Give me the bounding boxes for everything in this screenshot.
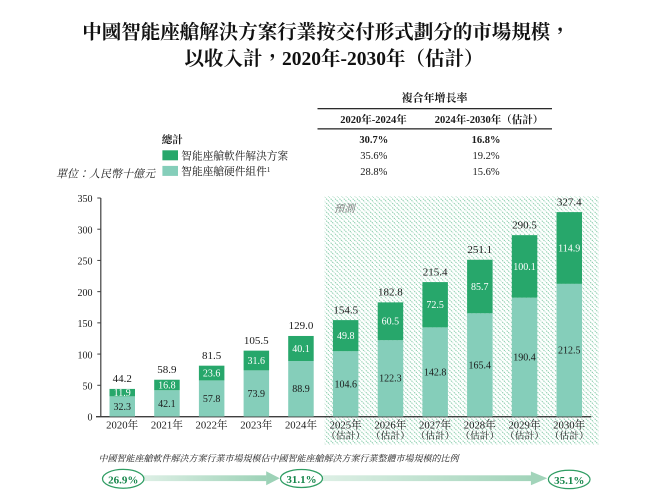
svg-text:212.5: 212.5: [558, 346, 581, 357]
svg-text:智能座艙軟件解決方案: 智能座艙軟件解決方案: [181, 149, 288, 162]
svg-text:40.1: 40.1: [292, 344, 310, 355]
svg-text:中國智能座艙軟件解決方案行業市場規模佔中國智能座艙解決方案行: 中國智能座艙軟件解決方案行業市場規模佔中國智能座艙解決方案行業整體市場規模的比例: [99, 453, 461, 463]
svg-text:（估計）: （估計）: [371, 429, 410, 442]
svg-text:58.9: 58.9: [157, 364, 177, 376]
svg-text:（估計）: （估計）: [550, 429, 589, 442]
svg-text:154.5: 154.5: [333, 304, 358, 316]
svg-text:104.6: 104.6: [334, 379, 357, 390]
svg-text:85.7: 85.7: [471, 282, 489, 293]
svg-text:2020年: 2020年: [106, 419, 138, 432]
svg-text:165.4: 165.4: [469, 360, 492, 371]
svg-text:28.8%: 28.8%: [360, 167, 387, 178]
svg-text:88.9: 88.9: [292, 384, 310, 395]
svg-text:200: 200: [78, 288, 93, 299]
svg-text:60.5: 60.5: [382, 317, 400, 328]
svg-text:327.4: 327.4: [557, 196, 582, 208]
svg-text:35.6%: 35.6%: [360, 151, 387, 162]
svg-text:182.8: 182.8: [378, 287, 403, 299]
svg-text:2021年: 2021年: [151, 419, 183, 432]
svg-text:31.1%: 31.1%: [286, 474, 316, 486]
svg-text:350: 350: [78, 194, 93, 205]
svg-text:250: 250: [78, 257, 93, 268]
svg-text:智能座艙硬件組件1: 智能座艙硬件組件1: [181, 165, 271, 178]
svg-text:15.6%: 15.6%: [472, 167, 499, 178]
svg-text:2026年: 2026年: [374, 419, 406, 432]
svg-text:2029年: 2029年: [508, 419, 540, 432]
svg-text:16.8: 16.8: [158, 380, 176, 391]
svg-text:142.8: 142.8: [424, 367, 447, 378]
svg-text:（估計）: （估計）: [326, 429, 365, 442]
svg-text:251.1: 251.1: [467, 244, 492, 256]
svg-text:（估計）: （估計）: [460, 429, 499, 442]
svg-text:總計: 總計: [162, 133, 183, 146]
svg-text:2028年: 2028年: [464, 419, 496, 432]
svg-text:2020年-2024年: 2020年-2024年: [340, 113, 407, 126]
svg-text:122.3: 122.3: [379, 374, 402, 385]
svg-text:49.8: 49.8: [337, 331, 355, 342]
svg-text:2027年: 2027年: [419, 419, 451, 432]
svg-text:11.9: 11.9: [114, 388, 131, 399]
svg-text:72.5: 72.5: [426, 300, 444, 311]
svg-text:2023年: 2023年: [240, 419, 272, 432]
svg-text:23.6: 23.6: [203, 368, 221, 379]
svg-text:50: 50: [83, 381, 93, 392]
svg-text:100: 100: [78, 350, 93, 361]
svg-text:中國智能座艙解決方案行業按交付形式劃分的市場規模，: 中國智能座艙解決方案行業按交付形式劃分的市場規模，: [82, 21, 570, 44]
svg-text:（估計）: （估計）: [505, 429, 544, 442]
svg-text:26.9%: 26.9%: [108, 474, 138, 486]
svg-text:複合年增長率: 複合年增長率: [402, 91, 469, 105]
svg-text:114.9: 114.9: [558, 243, 580, 254]
svg-text:2024年-2030年（估計）: 2024年-2030年（估計）: [435, 113, 544, 126]
svg-text:190.4: 190.4: [513, 352, 536, 363]
svg-text:57.8: 57.8: [203, 394, 221, 405]
svg-text:81.5: 81.5: [202, 350, 222, 362]
svg-text:105.5: 105.5: [244, 335, 269, 347]
svg-text:2022年: 2022年: [196, 419, 228, 432]
svg-text:0: 0: [88, 413, 93, 424]
svg-text:2030年: 2030年: [553, 419, 585, 432]
svg-text:73.9: 73.9: [248, 389, 266, 400]
svg-text:290.5: 290.5: [512, 219, 537, 231]
svg-text:19.2%: 19.2%: [472, 151, 499, 162]
svg-text:100.1: 100.1: [513, 262, 536, 273]
svg-text:129.0: 129.0: [289, 320, 314, 332]
svg-text:30.7%: 30.7%: [359, 135, 388, 146]
svg-text:44.2: 44.2: [113, 373, 132, 385]
svg-text:單位：人民幣十億元: 單位：人民幣十億元: [56, 168, 156, 181]
svg-text:31.6: 31.6: [248, 356, 266, 367]
svg-text:32.3: 32.3: [113, 402, 131, 413]
svg-text:16.8%: 16.8%: [472, 135, 501, 146]
svg-text:35.1%: 35.1%: [554, 475, 584, 487]
svg-text:2024年: 2024年: [285, 419, 317, 432]
svg-text:2025年: 2025年: [330, 419, 362, 432]
svg-text:215.4: 215.4: [423, 266, 448, 278]
svg-text:300: 300: [78, 225, 93, 236]
svg-text:以收入計，2020年-2030年（估計）: 以收入計，2020年-2030年（估計）: [185, 47, 484, 70]
svg-text:42.1: 42.1: [158, 399, 176, 410]
svg-text:預測: 預測: [334, 203, 357, 215]
svg-text:（估計）: （估計）: [416, 429, 455, 442]
svg-text:150: 150: [78, 319, 93, 330]
